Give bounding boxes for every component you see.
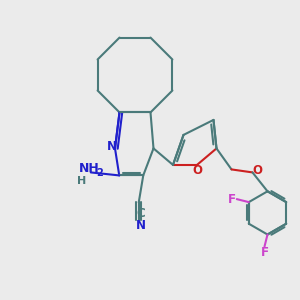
- Text: O: O: [252, 164, 262, 176]
- Text: N: N: [136, 219, 146, 232]
- Text: O: O: [192, 164, 202, 177]
- Text: F: F: [227, 193, 236, 206]
- Text: C: C: [137, 207, 146, 220]
- Text: 2: 2: [96, 168, 103, 178]
- Text: F: F: [260, 246, 268, 259]
- Text: N: N: [106, 140, 116, 153]
- Text: NH: NH: [79, 162, 100, 175]
- Text: H: H: [76, 176, 86, 186]
